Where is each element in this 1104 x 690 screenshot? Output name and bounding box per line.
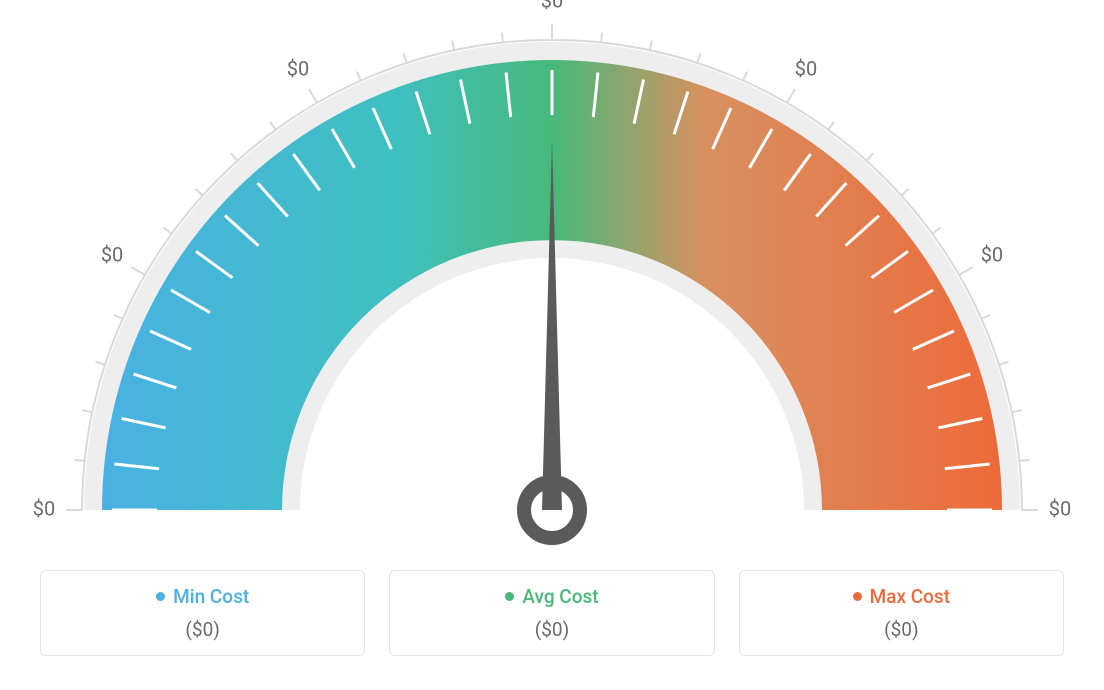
legend-card-avg: Avg Cost ($0)	[389, 570, 714, 656]
gauge-tick-label: $0	[981, 242, 1003, 266]
gauge-tick-label: $0	[101, 242, 123, 266]
legend-value-max: ($0)	[740, 618, 1063, 641]
legend-card-min: Min Cost ($0)	[40, 570, 365, 656]
gauge-tick-label: $0	[33, 496, 55, 520]
legend-dot-min	[156, 592, 165, 601]
legend-dot-max	[853, 592, 862, 601]
legend-value-avg: ($0)	[390, 618, 713, 641]
legend-label-min: Min Cost	[173, 585, 249, 608]
legend-label-avg: Avg Cost	[522, 585, 598, 608]
gauge-tick-label: $0	[541, 0, 563, 12]
legend-title-max: Max Cost	[740, 585, 1063, 608]
gauge-tick-label: $0	[795, 56, 817, 80]
gauge-tick-label: $0	[1049, 496, 1071, 520]
legend-title-avg: Avg Cost	[390, 585, 713, 608]
legend-dot-avg	[505, 592, 514, 601]
legend-card-max: Max Cost ($0)	[739, 570, 1064, 656]
legend-label-max: Max Cost	[870, 585, 950, 608]
legend-title-min: Min Cost	[41, 585, 364, 608]
gauge-chart: $0 $0 $0 $0 $0 $0 $0	[0, 0, 1104, 560]
legend-value-min: ($0)	[41, 618, 364, 641]
gauge-tick-label: $0	[287, 56, 309, 80]
legend-row: Min Cost ($0) Avg Cost ($0) Max Cost ($0…	[0, 570, 1104, 656]
gauge-svg: $0 $0 $0 $0 $0 $0 $0	[0, 0, 1104, 560]
